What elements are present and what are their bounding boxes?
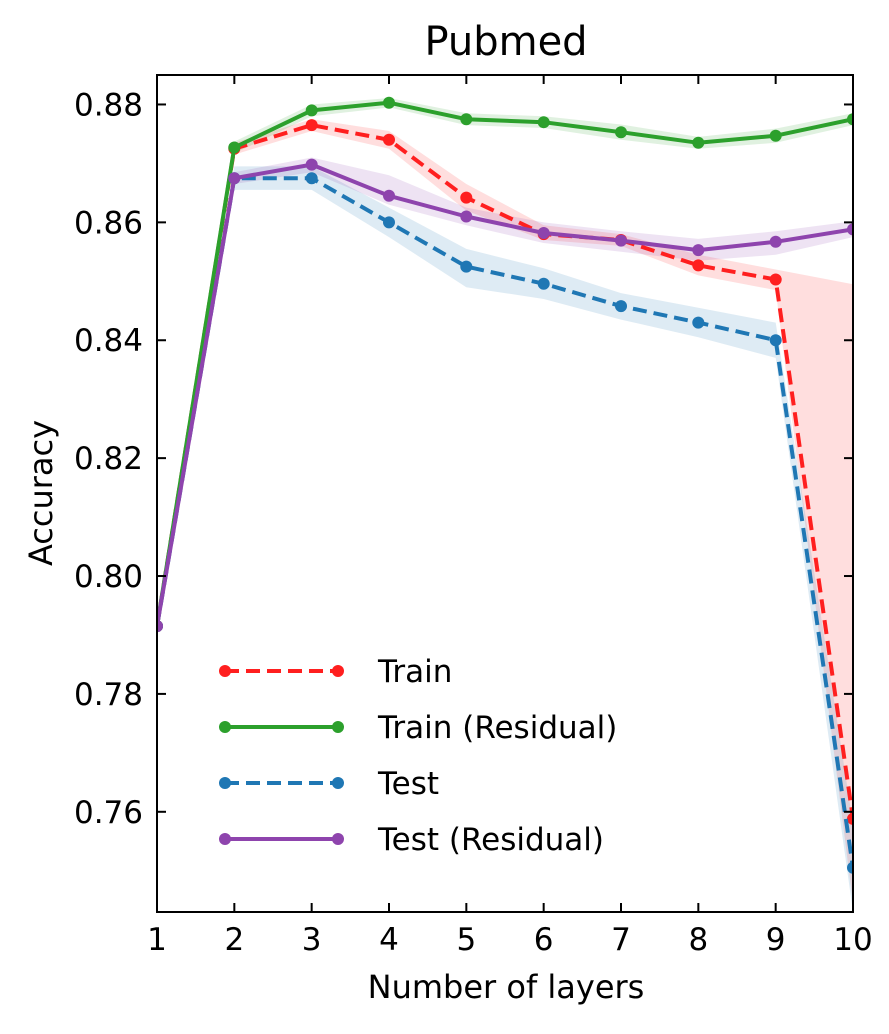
y-tick-label: 0.84 [74, 323, 143, 359]
point-test-residual-8 [692, 244, 705, 257]
point-train-residual-6 [537, 116, 550, 129]
legend-marker-test [219, 777, 231, 789]
point-test-8 [692, 316, 705, 329]
point-test-residual-5 [460, 210, 473, 223]
x-tick-label: 5 [456, 922, 476, 958]
point-train-residual-8 [692, 136, 705, 149]
confidence-bands [157, 98, 853, 912]
legend-marker-train-residual [219, 721, 231, 733]
point-test-residual-1 [157, 620, 163, 633]
plot-frame [156, 74, 854, 913]
point-test-residual-6 [537, 227, 550, 239]
point-test-residual-7 [615, 234, 627, 247]
x-tick-label: 2 [224, 922, 244, 958]
point-train-residual-3 [305, 104, 318, 117]
x-tick-label: 10 [833, 922, 872, 958]
legend-marker-test-residual [332, 833, 344, 845]
point-train-residual-7 [615, 126, 627, 139]
legend: Train Train (Residual) Test Test (Residual) [219, 654, 617, 858]
point-test-5 [460, 260, 473, 273]
series-line-train [157, 123, 853, 820]
point-test-residual-10 [847, 223, 853, 236]
point-test-9 [769, 334, 782, 347]
point-train-residual-2 [228, 141, 241, 154]
legend-marker-train [332, 665, 344, 677]
series-line-train-residual [157, 100, 853, 627]
x-tick-label: 8 [688, 922, 708, 958]
point-test-residual-2 [228, 172, 241, 185]
point-train-residual-10 [847, 113, 853, 126]
y-tick-label: 0.86 [74, 205, 143, 241]
legend-label-train: Train [377, 654, 452, 690]
point-train-residual-5 [460, 113, 473, 126]
point-train-8 [692, 259, 705, 272]
x-tick-label: 9 [766, 922, 786, 958]
series-line-test [157, 176, 853, 869]
axis-ticks: 1 2 3 4 5 6 7 8 9 10 0.76 0.78 0.80 0.82 0.84 0.86 0.88 [74, 75, 873, 958]
chart-title: Pubmed [424, 19, 587, 65]
point-test-residual-9 [769, 235, 782, 248]
point-train-3 [305, 119, 318, 132]
legend-marker-test [332, 777, 344, 789]
point-train-9 [769, 273, 782, 286]
point-train-5 [460, 191, 473, 204]
point-train-10 [847, 812, 853, 825]
y-tick-label: 0.76 [74, 795, 143, 831]
y-tick-label: 0.88 [74, 87, 143, 123]
legend-marker-train [219, 665, 231, 677]
legend-label-test-residual: Test (Residual) [377, 822, 604, 858]
y-axis-label: Accuracy [22, 420, 60, 566]
point-test-4 [383, 216, 395, 229]
point-train-residual-4 [383, 96, 395, 109]
point-test-3 [305, 172, 318, 185]
y-tick-label: 0.82 [74, 441, 143, 477]
point-test-10 [847, 861, 853, 874]
x-tick-label: 7 [611, 922, 631, 958]
x-tick-label: 1 [147, 922, 167, 958]
point-train-4 [383, 133, 395, 146]
y-tick-label: 0.80 [74, 559, 143, 595]
point-test-residual-3 [305, 158, 318, 171]
x-axis-label: Number of layers [368, 968, 645, 1006]
legend-marker-train-residual [332, 721, 344, 733]
legend-label-train-residual: Train (Residual) [377, 710, 617, 746]
legend-label-test: Test [377, 766, 439, 802]
legend-marker-test-residual [219, 833, 231, 845]
point-test-6 [537, 277, 550, 290]
point-test-7 [615, 300, 627, 313]
x-tick-label: 4 [379, 922, 399, 958]
x-tick-label: 3 [302, 922, 322, 958]
point-test-residual-4 [383, 189, 395, 202]
band-test-residual [157, 157, 853, 632]
point-train-residual-9 [769, 129, 782, 142]
x-tick-label: 6 [534, 922, 554, 958]
y-tick-label: 0.78 [74, 677, 143, 713]
series-line-test-residual [157, 162, 853, 627]
series-lines [157, 96, 853, 874]
